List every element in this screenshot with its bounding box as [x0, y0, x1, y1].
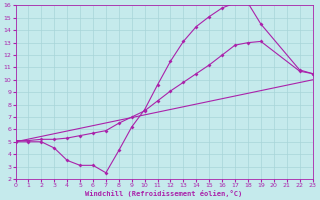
X-axis label: Windchill (Refroidissement éolien,°C): Windchill (Refroidissement éolien,°C)	[85, 190, 243, 197]
